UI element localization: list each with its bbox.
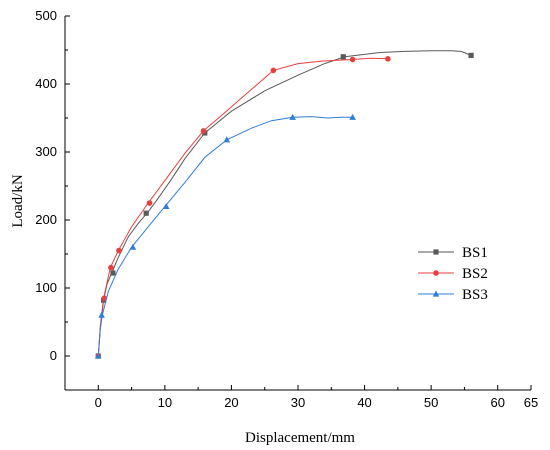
data-point-BS3: [289, 113, 296, 120]
series-line-BS2: [97, 57, 388, 357]
legend-marker-BS1: [433, 249, 439, 255]
data-point-BS3: [129, 243, 137, 250]
y-tick-label: 500: [35, 8, 57, 23]
x-tick-label: 65: [524, 395, 538, 410]
series-BS3: [94, 113, 356, 359]
y-tick-label: 400: [35, 76, 57, 91]
y-tick-label: 0: [50, 348, 57, 363]
series-BS2: [95, 56, 391, 359]
x-tick-label: 0: [95, 395, 102, 410]
data-point-BS3: [349, 113, 356, 120]
data-point-BS2: [270, 67, 277, 74]
series-line-BS3: [97, 116, 353, 357]
data-point-BS2: [108, 264, 114, 271]
legend-item-BS3: BS3: [418, 287, 488, 303]
data-point-BS2: [116, 247, 122, 254]
data-point-BS3: [94, 352, 102, 359]
x-tick-label: 40: [357, 395, 371, 410]
x-tick-label: 30: [291, 395, 305, 410]
x-tick-label: 10: [158, 395, 172, 410]
legend-label-BS1: BS1: [462, 245, 488, 261]
x-tick-label: 60: [490, 395, 504, 410]
legend-marker-BS3: [432, 290, 440, 297]
axes: 0 100 200 300 400 500 0 10 20 30 40 50 60 65: [35, 8, 538, 410]
data-point-BS1: [468, 52, 474, 59]
data-point-BS2: [385, 56, 391, 62]
legend-marker-BS2: [433, 270, 439, 276]
legend-item-BS2: BS2: [418, 266, 488, 282]
data-point-BS3: [162, 202, 170, 209]
data-point-BS2: [146, 200, 153, 206]
legend-item-BS1: BS1: [418, 245, 488, 261]
data-point-BS3: [98, 311, 105, 318]
data-point-BS1: [110, 270, 116, 276]
data-point-BS2: [200, 128, 207, 134]
x-tick-label: 20: [224, 395, 238, 410]
data-point-BS2: [349, 56, 356, 63]
plot-background: [65, 16, 531, 390]
legend-label-BS3: BS3: [462, 287, 488, 303]
legend-label-BS2: BS2: [462, 266, 488, 282]
series-layer: [94, 50, 474, 359]
y-tick-label: 300: [35, 144, 57, 159]
data-point-BS1: [143, 210, 149, 216]
data-point-BS3: [223, 136, 231, 143]
y-tick-label: 200: [35, 212, 57, 227]
x-axis-label: Displacement/mm: [245, 430, 355, 446]
x-tick-label: 50: [424, 395, 438, 410]
plot-area: [65, 16, 531, 390]
data-point-BS1: [340, 54, 346, 60]
y-tick-label: 100: [35, 280, 57, 295]
legend: BS1 BS2 BS3: [418, 245, 488, 303]
data-point-BS2: [101, 295, 108, 302]
y-axis-label: Load/kN: [10, 174, 26, 227]
